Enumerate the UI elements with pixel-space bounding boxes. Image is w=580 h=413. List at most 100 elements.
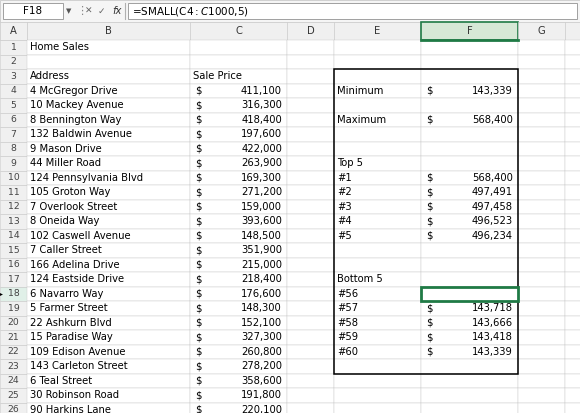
Bar	[334, 243, 421, 257]
Bar	[287, 127, 334, 142]
Bar	[518, 55, 565, 69]
Bar	[334, 40, 421, 55]
Bar	[421, 69, 518, 83]
Text: 218,400: 218,400	[241, 274, 282, 284]
Text: #60: #60	[337, 347, 358, 357]
Bar	[190, 55, 287, 69]
Bar	[287, 228, 334, 243]
Text: 568,400: 568,400	[472, 173, 513, 183]
Bar	[287, 287, 334, 301]
Bar	[565, 199, 580, 214]
Bar	[421, 316, 518, 330]
Text: $: $	[426, 115, 433, 125]
Bar	[0, 112, 27, 127]
Bar	[190, 142, 287, 156]
Text: 6: 6	[10, 115, 16, 124]
Bar	[565, 55, 580, 69]
Bar	[0, 316, 27, 330]
Text: #2: #2	[337, 187, 351, 197]
Bar	[27, 55, 190, 69]
Bar	[334, 344, 421, 359]
Bar	[565, 344, 580, 359]
Bar	[190, 344, 287, 359]
Bar	[421, 344, 518, 359]
Bar	[0, 214, 27, 228]
Text: $: $	[195, 173, 201, 183]
Bar	[518, 69, 565, 83]
Bar	[27, 359, 190, 373]
Text: 143,666: 143,666	[472, 318, 513, 328]
Text: 3: 3	[10, 72, 16, 81]
Text: 327,300: 327,300	[241, 332, 282, 342]
Bar	[334, 55, 421, 69]
Bar	[421, 257, 518, 272]
Bar	[190, 127, 287, 142]
Bar	[421, 98, 518, 112]
Text: #3: #3	[337, 202, 351, 212]
Bar	[27, 69, 190, 83]
Text: 22 Ashkurn Blvd: 22 Ashkurn Blvd	[30, 318, 112, 328]
Bar	[27, 257, 190, 272]
Text: $: $	[195, 390, 201, 400]
Text: $: $	[426, 187, 433, 197]
Bar	[334, 214, 421, 228]
Bar	[518, 83, 565, 98]
Bar	[287, 388, 334, 403]
Bar	[0, 185, 27, 199]
Text: 8 Oneida Way: 8 Oneida Way	[30, 216, 99, 226]
Bar	[518, 359, 565, 373]
Bar	[27, 272, 190, 287]
Bar	[0, 344, 27, 359]
Bar	[421, 330, 518, 344]
Text: $: $	[426, 86, 433, 96]
Text: Sale Price: Sale Price	[193, 71, 242, 81]
Text: Minimum: Minimum	[337, 86, 383, 96]
Bar	[0, 272, 27, 287]
Bar	[190, 98, 287, 112]
Text: 169,300: 169,300	[241, 173, 282, 183]
Text: 278,200: 278,200	[241, 361, 282, 371]
Bar	[190, 287, 287, 301]
Bar	[27, 287, 190, 301]
Bar	[421, 214, 518, 228]
Bar	[518, 127, 565, 142]
Text: 30 Robinson Road: 30 Robinson Road	[30, 390, 119, 400]
Bar	[334, 69, 421, 83]
Bar	[287, 185, 334, 199]
Text: $: $	[195, 158, 201, 168]
Bar	[421, 301, 518, 316]
Text: 109 Edison Avenue: 109 Edison Avenue	[30, 347, 125, 357]
Bar	[27, 40, 190, 55]
Text: 25: 25	[8, 391, 19, 400]
Bar	[190, 330, 287, 344]
Bar	[287, 83, 334, 98]
Bar	[0, 156, 27, 171]
Text: 148,500: 148,500	[241, 231, 282, 241]
Bar	[27, 344, 190, 359]
Text: 143 Carleton Street: 143 Carleton Street	[30, 361, 128, 371]
Text: 10: 10	[8, 173, 19, 182]
Bar	[287, 403, 334, 413]
Text: 4: 4	[10, 86, 16, 95]
Text: B: B	[105, 26, 112, 36]
Text: Address: Address	[30, 71, 70, 81]
Bar	[518, 316, 565, 330]
Text: 144,188: 144,188	[472, 289, 513, 299]
Bar	[565, 272, 580, 287]
Text: 422,000: 422,000	[241, 144, 282, 154]
Bar	[334, 359, 421, 373]
Bar	[287, 98, 334, 112]
Text: 497,491: 497,491	[472, 187, 513, 197]
Bar	[27, 156, 190, 171]
Bar	[287, 272, 334, 287]
Bar	[0, 373, 27, 388]
Bar	[190, 301, 287, 316]
Bar	[27, 214, 190, 228]
Bar	[128, 3, 577, 19]
Bar	[334, 156, 421, 171]
Text: 44 Miller Road: 44 Miller Road	[30, 158, 101, 168]
Text: ▼: ▼	[66, 8, 71, 14]
Text: 143,339: 143,339	[472, 86, 513, 96]
Text: $: $	[195, 115, 201, 125]
Bar	[287, 40, 334, 55]
